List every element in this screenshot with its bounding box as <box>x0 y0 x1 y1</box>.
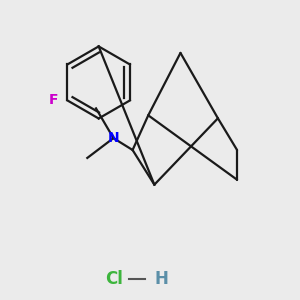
Text: Cl: Cl <box>105 270 123 288</box>
Text: N: N <box>108 131 119 145</box>
Text: H: H <box>154 270 168 288</box>
Text: F: F <box>48 94 58 107</box>
